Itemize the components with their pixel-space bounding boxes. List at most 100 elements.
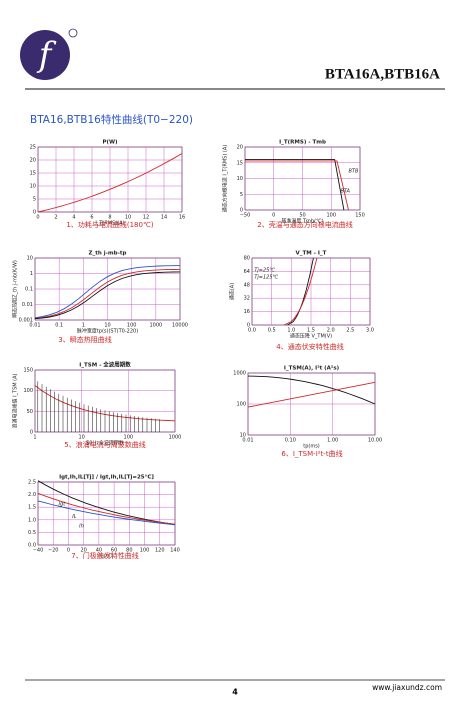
- x-tick-label: 4: [72, 215, 75, 221]
- x-tick-label: 0.10: [285, 438, 296, 444]
- y-tick-label: 0.001: [19, 318, 33, 324]
- x-tick-label: 0: [36, 215, 39, 221]
- x-tick-label: 10: [125, 215, 131, 221]
- x-tick-label: 1: [82, 323, 85, 329]
- x-tick-label: 140: [170, 548, 180, 554]
- figure-caption: 2、壳温与通态方向根电流曲线: [257, 220, 352, 229]
- curve: [287, 257, 314, 326]
- annotation: Tj=125℃: [254, 274, 278, 280]
- x-tick-label: 1000: [149, 323, 162, 329]
- x-tick-label: 12: [143, 215, 149, 221]
- x-tick-label: 100: [326, 213, 336, 219]
- x-tick-label: 2.0: [327, 328, 335, 334]
- curve: [37, 492, 176, 525]
- x-tick-label: 20: [80, 548, 86, 554]
- figure-caption: 4、通态伏安特性曲线: [276, 342, 343, 351]
- x-axis-label: tp(ms): [303, 444, 320, 450]
- x-tick-label: −40: [33, 548, 44, 554]
- x-tick-label: 1: [33, 435, 36, 441]
- figure-title: I_TSM - 全波周期数: [79, 361, 131, 369]
- annotation: BTB: [349, 168, 359, 174]
- x-axis-label: 50Hz全波周期数: [86, 440, 124, 447]
- figure-title: I_T(RMS) - Tmb: [279, 140, 326, 146]
- figure-caption: 7、门极触发特性曲线: [71, 551, 138, 560]
- x-tick-label: 100: [140, 548, 150, 554]
- annotation: Igt: [59, 502, 67, 508]
- y-tick-label: 0.1: [25, 287, 33, 293]
- x-axis-label: 脉冲宽度tp(s)(ST(T0-220): [77, 328, 138, 335]
- curve: [247, 381, 376, 408]
- x-tick-label: 10: [78, 435, 84, 441]
- figure-title: V_TM - I_T: [296, 251, 327, 257]
- annotation: IL: [72, 514, 76, 520]
- figure-title: Z_th j-mb-tp: [89, 251, 127, 257]
- x-tick-label: 0.1: [55, 323, 63, 329]
- y-axis-label: 瞬态热阻Z_th j-mb(K/W): [12, 260, 19, 318]
- curve: [283, 257, 318, 326]
- footer-url: www.jiaxundz.com: [372, 683, 442, 692]
- brand: BTA16A,BTB16A: [325, 66, 440, 82]
- curve: [245, 160, 349, 211]
- y-tick-label: 1.5: [28, 505, 36, 511]
- y-tick-label: 0.5: [28, 530, 36, 536]
- x-tick-label: 1.5: [307, 328, 315, 334]
- y-tick-label: 2.0: [28, 492, 36, 498]
- y-tick-label: 50: [27, 409, 33, 415]
- y-tick-label: 0: [247, 323, 250, 329]
- figure-caption: 1、功耗与电流曲线(180℃): [66, 220, 153, 229]
- y-tick-label: 0.0: [28, 543, 36, 549]
- y-tick-label: 10: [30, 184, 36, 190]
- curve: [247, 375, 376, 405]
- figure-caption: 3、瞬态热阻曲线: [58, 335, 111, 344]
- x-tick-label: −50: [240, 213, 251, 219]
- x-tick-label: 120: [155, 548, 165, 554]
- section-title: BTA16,BTB16特性曲线(T0−220): [30, 113, 193, 126]
- logo: [20, 30, 70, 80]
- y-tick-label: 0: [30, 430, 33, 436]
- x-tick-label: 60: [111, 548, 117, 554]
- y-tick-label: 5: [240, 192, 243, 198]
- curve: [37, 480, 176, 525]
- x-tick-label: 0: [272, 213, 275, 219]
- annotation: Tj=25℃: [254, 268, 275, 274]
- x-axis-label: I_T(RMS)(A): [95, 221, 124, 227]
- x-tick-label: 6: [90, 215, 93, 221]
- x-tick-label: 0.0: [248, 328, 256, 334]
- y-tick-label: 20: [237, 145, 243, 151]
- x-tick-label: 0.01: [29, 323, 40, 329]
- curve: [245, 159, 345, 211]
- x-tick-label: 150: [355, 213, 365, 219]
- x-tick-label: 10000: [172, 323, 188, 329]
- y-tick-label: 64: [244, 269, 250, 275]
- y-tick-label: 20: [30, 158, 36, 164]
- y-tick-label: 1000: [233, 371, 246, 377]
- x-tick-label: 80: [126, 548, 132, 554]
- y-tick-label: 2.5: [28, 480, 36, 486]
- x-tick-label: 40: [96, 548, 102, 554]
- y-tick-label: 16: [244, 309, 250, 315]
- x-tick-label: 16: [179, 215, 185, 221]
- y-tick-label: 150: [23, 368, 33, 374]
- x-tick-label: 0.5: [268, 328, 276, 334]
- figure-title: I_TSM(A), I²t (A²s): [284, 365, 340, 372]
- x-tick-label: 1.00: [327, 438, 338, 444]
- y-tick-label: 15: [30, 171, 36, 177]
- x-tick-label: 1.0: [287, 328, 295, 334]
- y-tick-label: 1.0: [28, 517, 36, 523]
- y-tick-label: 0.01: [22, 302, 33, 308]
- y-tick-label: 1: [30, 271, 33, 277]
- y-axis-label: 通态(A): [229, 283, 236, 300]
- figure-title: Igt,Ih,IL[Tj] / Igt,Ih,IL[Tj=25°C]: [59, 475, 154, 481]
- x-tick-label: 2.5: [346, 328, 354, 334]
- y-tick-label: 25: [30, 145, 36, 151]
- x-tick-label: 2: [54, 215, 57, 221]
- y-tick-label: 80: [244, 256, 250, 262]
- y-tick-label: 10: [240, 433, 246, 439]
- figure-caption: 5、浪涌电流与周波数曲线: [64, 440, 145, 449]
- page-number: 4: [232, 688, 238, 697]
- x-tick-label: 100: [127, 323, 137, 329]
- x-axis-label: Tj(°C): [98, 554, 113, 560]
- curve: [34, 271, 181, 320]
- y-axis-label: 通态方向根电流 I_T(RMS) (A): [222, 145, 229, 212]
